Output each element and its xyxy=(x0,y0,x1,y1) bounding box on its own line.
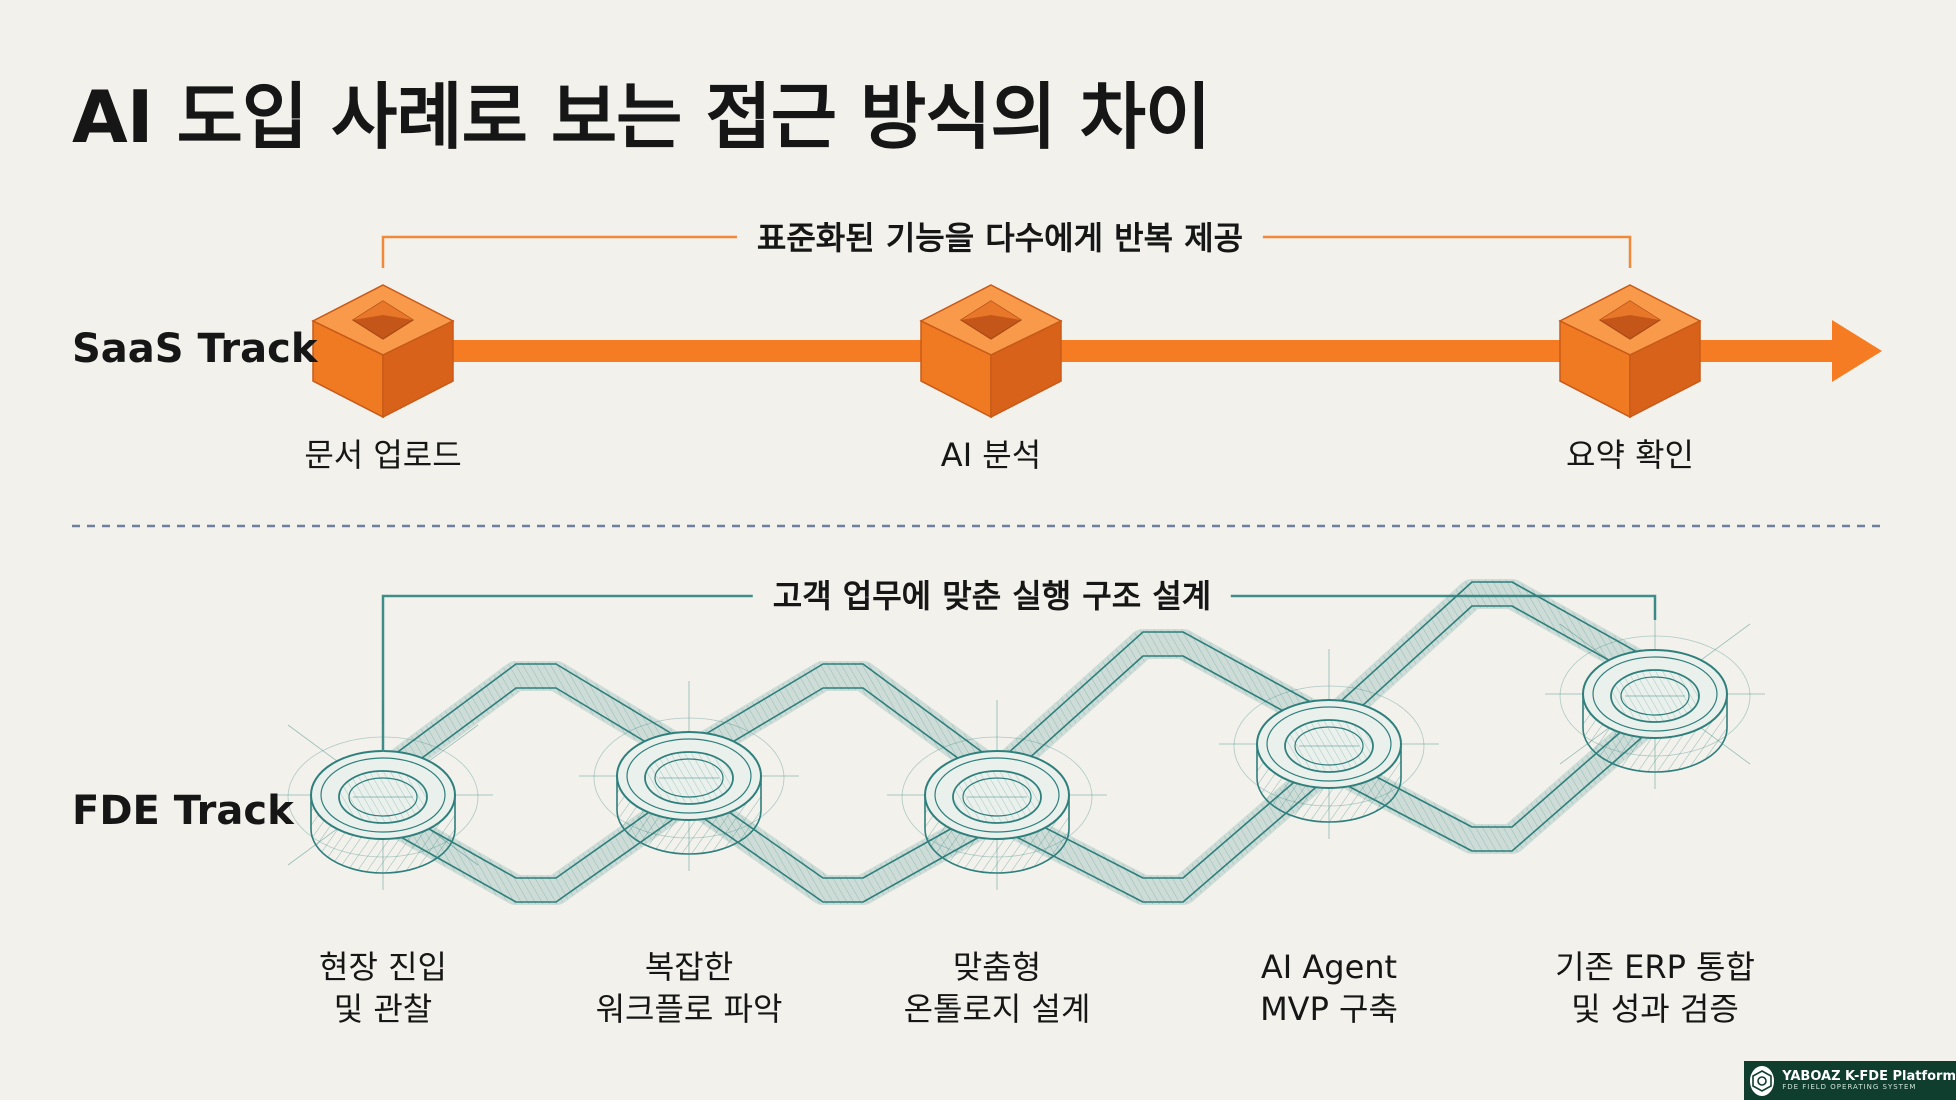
saas-track-arrow xyxy=(380,320,1882,382)
fde-track-network xyxy=(273,579,1765,905)
fde-step-line2: 및 성과 검증 xyxy=(1571,990,1739,1028)
ring-hub-icon xyxy=(579,681,799,871)
fde-track-label: FDE Track xyxy=(72,788,294,834)
fde-step-line2: MVP 구축 xyxy=(1260,990,1398,1028)
fde-step-label: 복잡한 워크플로 파악 xyxy=(596,946,783,1030)
fde-step-line1: 맞춤형 xyxy=(952,948,1042,986)
watermark-subtitle: FDE FIELD OPERATING SYSTEM xyxy=(1782,1082,1917,1091)
saas-bracket-label: 표준화된 기능을 다수에게 반복 제공 xyxy=(736,216,1264,260)
fde-step-label: AI Agent MVP 구축 xyxy=(1260,946,1398,1030)
saas-track-label: SaaS Track xyxy=(72,326,318,372)
saas-step-label: AI 분석 xyxy=(940,436,1042,474)
page-title: AI 도입 사례로 보는 접근 방식의 차이 xyxy=(72,75,1211,159)
platform-watermark: YABOAZ K-FDE Platform FDE FIELD OPERATIN… xyxy=(1744,1061,1956,1100)
fde-step-line1: 현장 진입 xyxy=(319,948,447,986)
ring-hub-icon xyxy=(273,700,493,890)
fde-step-label: 맞춤형 온톨로지 설계 xyxy=(904,946,1091,1030)
fde-step-line1: 기존 ERP 통합 xyxy=(1555,948,1755,986)
ring-hub-icon xyxy=(887,700,1107,890)
ring-hub-icon xyxy=(1545,599,1765,789)
orange-cube-icon xyxy=(1558,284,1702,419)
fde-step-line1: 복잡한 xyxy=(644,948,734,986)
fde-step-line2: 온톨로지 설계 xyxy=(903,990,1091,1028)
fde-bracket-label: 고객 업무에 맞춘 실행 구조 설계 xyxy=(752,574,1232,618)
fde-step-label: 현장 진입 및 관찰 xyxy=(319,946,447,1030)
saas-step-label: 요약 확인 xyxy=(1566,436,1694,474)
orange-cube-icon xyxy=(311,284,455,419)
fde-step-line2: 워크플로 파악 xyxy=(595,990,783,1028)
orange-cube-icon xyxy=(919,284,1063,419)
fde-step-label: 기존 ERP 통합 및 성과 검증 xyxy=(1555,946,1755,1030)
fde-step-line2: 및 관찰 xyxy=(333,990,433,1028)
fde-step-line1: AI Agent xyxy=(1260,948,1398,986)
yaboaz-logo-icon xyxy=(1750,1065,1775,1096)
watermark-name: YABOAZ K-FDE Platform xyxy=(1782,1068,1956,1084)
saas-step-label: 문서 업로드 xyxy=(304,436,462,474)
ring-hub-icon xyxy=(1219,649,1439,839)
